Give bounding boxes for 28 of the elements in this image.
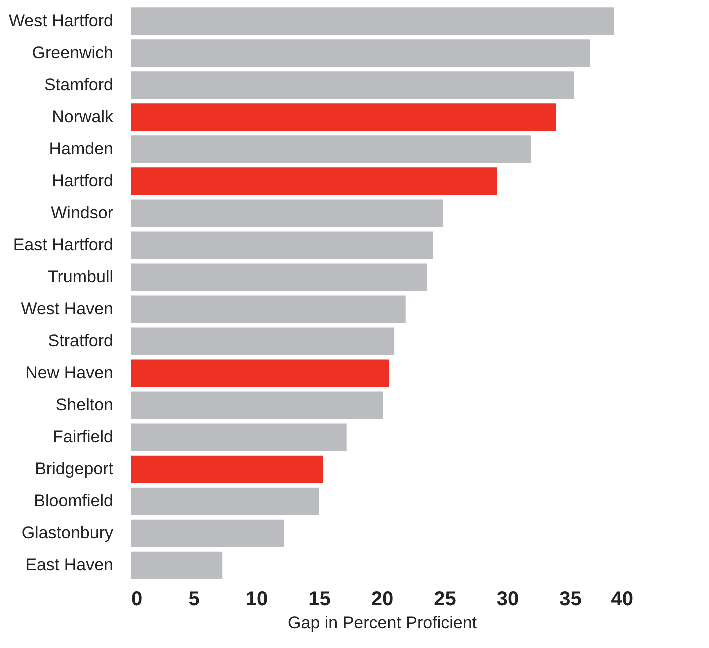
y-tick-label: West Hartford [8, 11, 114, 30]
x-axis-title: Gap in Percent Proficient [288, 614, 478, 632]
x-tick-label: 0 [132, 588, 143, 610]
y-tick-label: East Haven [26, 556, 114, 575]
y-tick-label: Bloomfield [34, 492, 114, 511]
y-tick-label: Trumbull [48, 267, 114, 286]
x-tick-label: 40 [611, 588, 634, 610]
x-tick-label: 35 [560, 588, 582, 610]
y-tick-label: New Haven [26, 364, 114, 383]
y-tick-label: Stratford [48, 332, 114, 351]
y-tick-label: Shelton [56, 396, 114, 415]
y-tick-label: Stamford [44, 75, 114, 94]
y-tick-label: Windsor [51, 203, 114, 222]
y-tick-label: Norwalk [52, 107, 114, 126]
y-tick-label: East Hartford [13, 235, 114, 254]
x-tick-label: 15 [308, 588, 331, 610]
x-tick-label: 10 [246, 588, 268, 610]
y-tick-label: Hamden [49, 139, 114, 158]
x-tick-label: 30 [496, 588, 520, 610]
y-tick-label: Glastonbury [22, 524, 114, 543]
y-tick-label: West Haven [21, 300, 114, 319]
x-tick-label: 5 [188, 588, 200, 610]
y-tick-label: Hartford [52, 171, 114, 190]
y-tick-label: Bridgeport [35, 460, 114, 479]
y-tick-label: Fairfield [53, 428, 114, 447]
x-tick-label: 20 [371, 588, 394, 610]
y-tick-label: Greenwich [32, 43, 114, 62]
x-tick-label: 25 [434, 588, 456, 610]
